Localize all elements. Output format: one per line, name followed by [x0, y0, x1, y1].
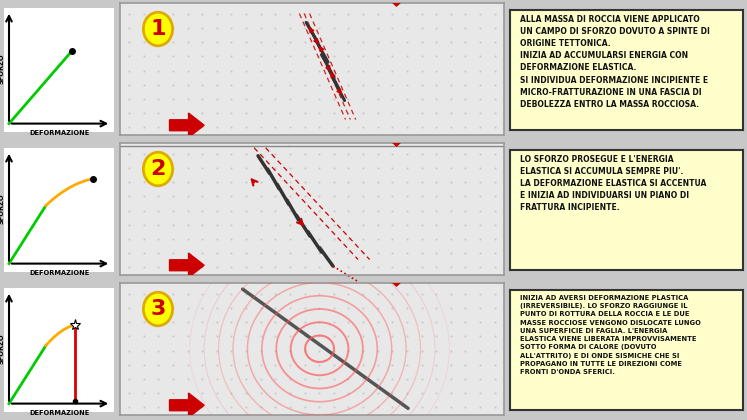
Text: INIZIA AD AVERSI DEFORMAZIONE PLASTICA
(IRREVERSIBILE). LO SFORZO RAGGIUNGE IL
P: INIZIA AD AVERSI DEFORMAZIONE PLASTICA (…: [519, 295, 701, 375]
Polygon shape: [381, 115, 412, 146]
Text: DEFORMAZIONE: DEFORMAZIONE: [29, 410, 90, 416]
Polygon shape: [381, 255, 412, 286]
Polygon shape: [381, 0, 412, 6]
Text: SFORZO: SFORZO: [0, 333, 4, 364]
Text: 2: 2: [150, 159, 166, 179]
Circle shape: [143, 12, 173, 46]
Circle shape: [143, 152, 173, 186]
Polygon shape: [170, 113, 204, 137]
Text: SFORZO: SFORZO: [0, 193, 4, 224]
Text: LO SFORZO PROSEGUE E L'ENERGIA
ELASTICA SI ACCUMULA SEMPRE PIU'.
LA DEFORMAZIONE: LO SFORZO PROSEGUE E L'ENERGIA ELASTICA …: [519, 155, 706, 213]
Text: 1: 1: [150, 19, 166, 39]
Text: SFORZO: SFORZO: [0, 53, 4, 84]
Polygon shape: [170, 393, 204, 417]
Text: ALLA MASSA DI ROCCIA VIENE APPLICATO
UN CAMPO DI SFORZO DOVUTO A SPINTE DI
ORIGI: ALLA MASSA DI ROCCIA VIENE APPLICATO UN …: [519, 15, 710, 109]
Text: 3: 3: [150, 299, 166, 319]
Circle shape: [143, 292, 173, 326]
Text: DEFORMAZIONE: DEFORMAZIONE: [29, 130, 90, 136]
Text: DEFORMAZIONE: DEFORMAZIONE: [29, 270, 90, 276]
Polygon shape: [170, 253, 204, 277]
